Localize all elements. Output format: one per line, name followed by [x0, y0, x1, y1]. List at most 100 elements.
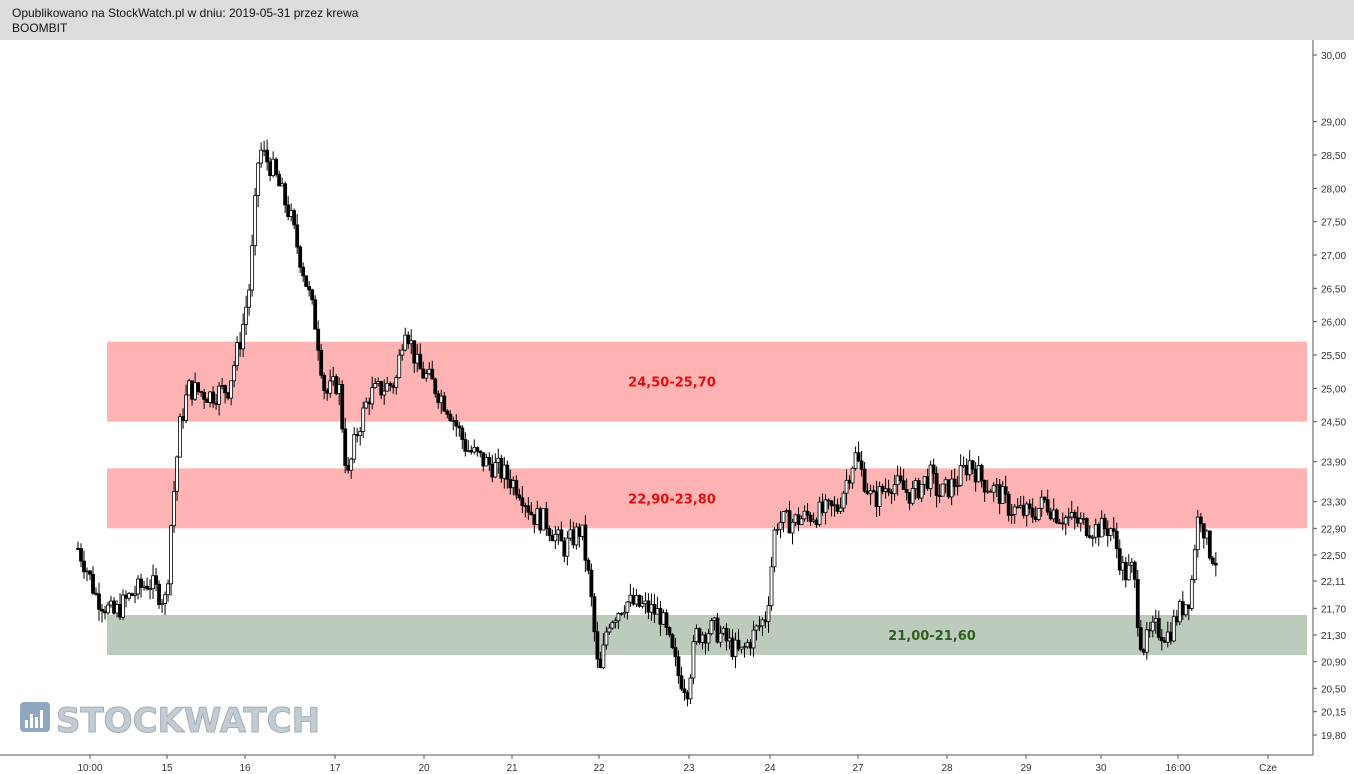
candle-body	[676, 656, 681, 677]
candle-body	[244, 306, 249, 325]
candle-body	[889, 491, 894, 495]
candle-body	[148, 588, 152, 591]
candle-body	[1159, 636, 1164, 642]
candle-body	[634, 595, 639, 605]
candle-body	[772, 529, 777, 568]
candle-body	[457, 425, 462, 429]
candle-body	[622, 611, 627, 615]
y-tick-label: 26,50	[1321, 284, 1346, 295]
candle-body	[763, 619, 768, 623]
candle-body	[301, 266, 306, 277]
candle-body	[430, 368, 435, 380]
candle-body	[1003, 486, 1008, 495]
candle-body	[1129, 561, 1134, 566]
y-tick-label: 26,00	[1321, 318, 1346, 329]
candle-body	[424, 373, 429, 379]
candle-body	[91, 573, 95, 594]
candle-body	[769, 566, 774, 607]
candle-body	[1186, 604, 1191, 609]
candle-body	[949, 478, 954, 498]
candle-body	[1093, 524, 1098, 538]
candle-body	[433, 378, 438, 395]
candle-body	[97, 593, 101, 610]
candle-body	[586, 559, 591, 571]
candle-body	[922, 476, 927, 485]
candle-body	[490, 463, 495, 478]
candle-body	[901, 480, 906, 490]
candle-body	[289, 210, 294, 217]
candle-body	[202, 392, 206, 400]
candle-body	[130, 593, 134, 596]
candle-body	[625, 601, 630, 613]
y-tick-label: 20,50	[1321, 684, 1346, 695]
candle-body	[1051, 509, 1056, 520]
candle-body	[805, 510, 810, 516]
candle-body	[133, 593, 137, 596]
y-tick-label: 22,90	[1321, 524, 1346, 535]
zone-label: 24,50-25,70	[628, 376, 716, 391]
candle-body	[799, 518, 804, 525]
candle-body	[157, 583, 161, 605]
candle-body	[196, 382, 200, 392]
candle-body	[568, 529, 573, 539]
candle-body	[1039, 496, 1044, 509]
y-tick-label: 23,30	[1321, 498, 1346, 509]
candle-body	[967, 460, 972, 476]
candle-body	[739, 646, 744, 650]
candle-body	[823, 499, 828, 514]
candle-body	[475, 447, 480, 452]
candle-body	[1006, 493, 1011, 516]
candle-body	[400, 349, 405, 356]
candle-body	[733, 639, 738, 657]
candle-body	[895, 475, 900, 486]
candle-body	[214, 402, 219, 405]
candle-body	[421, 368, 426, 379]
candle-body	[1132, 561, 1137, 580]
candle-body	[931, 464, 936, 474]
candle-body	[373, 383, 378, 389]
candle-body	[988, 490, 993, 493]
candle-body	[991, 485, 996, 493]
candle-body	[1024, 503, 1029, 516]
candle-body	[868, 490, 873, 495]
candle-body	[601, 644, 606, 669]
candle-body	[1030, 507, 1035, 518]
candle-body	[145, 585, 149, 590]
candle-body	[1201, 523, 1206, 539]
candle-body	[958, 465, 963, 487]
candle-body	[331, 376, 336, 382]
candle-body	[841, 492, 846, 509]
candle-body	[862, 468, 867, 492]
y-tick-label: 27,50	[1321, 218, 1346, 229]
candle-body	[940, 483, 945, 497]
candle-body	[877, 485, 882, 507]
candle-body	[319, 349, 324, 376]
candle-body	[178, 416, 182, 458]
candle-body	[352, 434, 357, 460]
candle-body	[355, 434, 360, 437]
candle-body	[1009, 514, 1014, 516]
candle-body	[820, 501, 825, 514]
candle-body	[436, 393, 441, 404]
candle-body	[664, 612, 669, 628]
candle-body	[538, 508, 543, 531]
stockwatch-watermark: STOCKWATCH	[20, 701, 321, 742]
candle-body	[748, 642, 753, 649]
candle-body	[262, 149, 267, 152]
candle-body	[343, 428, 348, 467]
candle-body	[259, 149, 264, 164]
candle-body	[1138, 627, 1143, 651]
candle-body	[100, 608, 104, 612]
y-tick-label: 24,50	[1321, 418, 1346, 429]
candle-body	[883, 488, 888, 492]
zone-label: 22,90-23,80	[628, 492, 716, 507]
candle-body	[181, 416, 185, 421]
candle-body	[1213, 563, 1218, 566]
candle-body	[508, 478, 513, 489]
x-tick-label: 27	[852, 763, 864, 774]
candle-body	[409, 340, 414, 345]
y-tick-label: 19,80	[1321, 731, 1346, 742]
candle-body	[994, 484, 999, 487]
candle-body	[322, 374, 327, 392]
candle-body	[265, 149, 270, 163]
